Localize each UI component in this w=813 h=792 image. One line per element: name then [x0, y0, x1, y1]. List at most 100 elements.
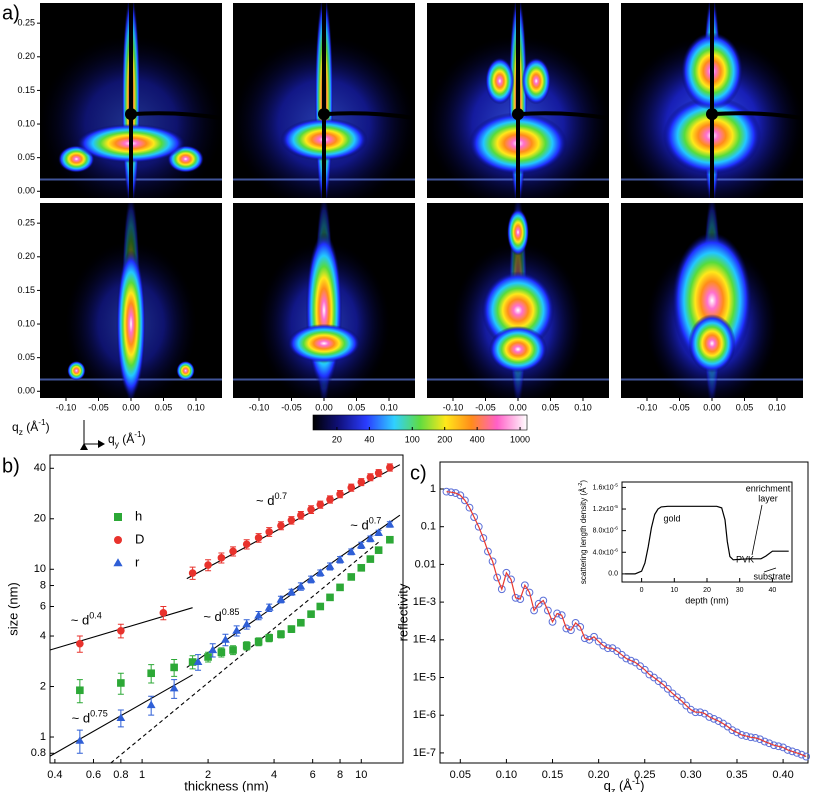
- data-point: [347, 483, 356, 492]
- scattering-feature: [116, 249, 146, 398]
- data-point: [315, 568, 325, 577]
- x-tick-label: -0.05: [669, 402, 690, 412]
- data-point: [567, 626, 575, 635]
- data-point: [627, 656, 635, 665]
- data-point: [797, 750, 806, 759]
- fit-annotation-part: ~ d: [72, 711, 90, 726]
- fit-annotation-part: 0.75: [90, 709, 108, 719]
- heatmap-panel: [40, 3, 222, 198]
- data-point: [557, 611, 566, 620]
- scattering-feature: [521, 57, 551, 105]
- x-tick-label: 10: [670, 587, 678, 594]
- scattering-feature: [67, 360, 86, 381]
- x-tick-label: 0.40: [772, 769, 793, 781]
- panel-title: 5.6 nm: [249, 22, 301, 41]
- fit-annotation-part: ~ d: [71, 613, 89, 628]
- data-point: [277, 521, 285, 530]
- data-point: [287, 516, 296, 525]
- x-tick-label: 0.05: [542, 402, 560, 412]
- x-axis-label: depth (nm): [685, 595, 729, 605]
- y-tick-label: 1.2x10-5: [593, 504, 619, 513]
- y-axis-label: qz (Å-1): [12, 417, 50, 437]
- data-point: [502, 568, 511, 577]
- y-tick-label-part: -5: [614, 482, 619, 488]
- data-point: [335, 555, 345, 563]
- beam-stop-arm: [517, 111, 609, 121]
- x-tick-label: 0.10: [380, 402, 398, 412]
- data-point: [336, 490, 344, 498]
- data-point: [590, 632, 598, 641]
- data-point: [571, 619, 580, 627]
- data-point: [760, 737, 769, 746]
- inset-annotation: layer: [758, 493, 778, 503]
- data-point: [146, 700, 156, 709]
- x-axis-label-part: (Å: [615, 778, 632, 792]
- fit-annotation-part: 0.85: [222, 608, 240, 618]
- data-point: [386, 535, 394, 544]
- data-point: [802, 752, 811, 761]
- y-axis-label: scattering length density (Å-2): [578, 480, 588, 584]
- data-point: [663, 684, 672, 693]
- data-point: [484, 547, 492, 556]
- y-axis-label-part: scattering length density (Å: [579, 487, 588, 584]
- x-tick-label: 0.05: [348, 402, 366, 412]
- x-axis-label: thickness (nm): [184, 778, 269, 792]
- data-point: [296, 581, 306, 590]
- heatmap-panel: [427, 3, 609, 198]
- y-axis-label: size (nm): [5, 582, 20, 635]
- data-point: [277, 630, 285, 639]
- data-point: [728, 726, 737, 735]
- y-tick-label: 1E-7: [413, 747, 436, 759]
- data-point: [347, 573, 356, 581]
- y-tick-label-part: -6: [614, 547, 619, 553]
- colorbar-tick-label: 40: [364, 434, 374, 444]
- data-point: [326, 495, 334, 504]
- x-axis-label: qz (Å-1): [604, 776, 645, 792]
- y-axis-label-part: ): [46, 420, 50, 434]
- x-tick-label: 0.4: [47, 769, 62, 781]
- x-tick-label: 8: [337, 769, 343, 781]
- fit-annotation-part: ~ d: [350, 518, 368, 533]
- x-tick-label: 0.00: [315, 402, 333, 412]
- data-point: [254, 610, 263, 619]
- fit-curve: [446, 491, 807, 758]
- panel-title: 8.8 nm: [443, 22, 495, 41]
- y-tick-label: 6: [40, 600, 46, 612]
- data-point: [306, 574, 316, 583]
- y-axis-label: reflectivity: [395, 583, 410, 641]
- data-point: [374, 528, 384, 536]
- data-point: [622, 654, 631, 663]
- x-axis-label-part: ): [142, 432, 146, 446]
- x-axis-label-part: -1: [632, 776, 640, 786]
- data-point: [374, 546, 383, 554]
- data-point: [385, 519, 395, 528]
- data-point: [217, 554, 226, 562]
- x-tick-label: 0: [640, 587, 644, 594]
- data-point: [265, 528, 273, 536]
- x-tick-label: 0.05: [736, 402, 754, 412]
- x-tick-label: 0.8: [113, 769, 128, 781]
- legend-marker: [113, 558, 123, 567]
- beam-stop-dot: [318, 108, 330, 121]
- x-tick-label: -0.05: [475, 402, 496, 412]
- data-point: [242, 641, 251, 650]
- y-tick-label: 0.15: [17, 85, 35, 95]
- x-tick-label: 0.6: [86, 769, 101, 781]
- data-point: [769, 741, 778, 750]
- data-point: [548, 617, 557, 626]
- beam-stop-arm: [711, 111, 803, 121]
- data-point: [374, 469, 383, 477]
- data-point: [520, 581, 529, 590]
- data-point: [580, 634, 589, 643]
- data-point: [75, 736, 85, 744]
- colorbar-tick-label: 20: [332, 434, 342, 444]
- x-tick-label: -0.10: [56, 402, 77, 412]
- x-tick-label: -0.05: [281, 402, 302, 412]
- data-point: [659, 680, 668, 689]
- data-point: [356, 540, 366, 549]
- data-point: [539, 596, 548, 605]
- data-point: [488, 557, 497, 566]
- data-point: [326, 593, 334, 602]
- heatmap-panel: [233, 3, 415, 198]
- data-point: [217, 648, 226, 657]
